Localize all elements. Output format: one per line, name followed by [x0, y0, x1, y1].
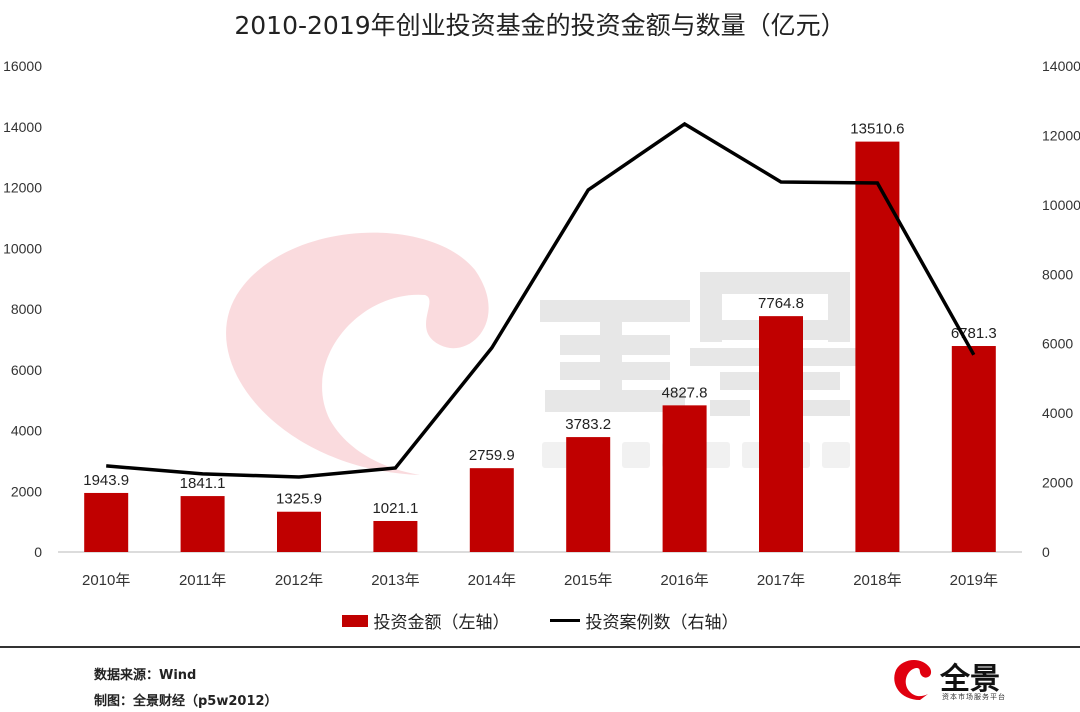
watermark-glyph-stroke [710, 400, 750, 416]
right-tick-label: 6000 [1042, 336, 1073, 352]
logo: 全景 资本市场服务平台 [890, 654, 1030, 706]
line-series [106, 121, 976, 479]
data-label: 1841.1 [180, 475, 226, 492]
legend-item-bar: 投资金额（左轴） [341, 608, 510, 633]
x-tick-label: 2016年 [660, 572, 708, 589]
x-tick-label: 2015年 [564, 572, 612, 589]
data-label: 2759.9 [469, 447, 515, 464]
bar [84, 492, 129, 552]
logo-swirl-icon [894, 659, 932, 700]
watermark-glyph-stroke [560, 362, 670, 380]
x-tick-label: 2011年 [179, 572, 226, 589]
data-label: 13510.6 [850, 121, 904, 138]
footer-divider [0, 646, 1080, 648]
left-tick-label: 2000 [11, 483, 42, 499]
bar [951, 346, 996, 552]
bar [373, 520, 418, 552]
bar [180, 496, 225, 552]
x-tick-label: 2012年 [275, 572, 323, 589]
legend-swatch-line [549, 619, 580, 622]
x-tick-label: 2014年 [468, 572, 516, 589]
data-label: 1325.9 [276, 491, 322, 508]
left-tick-label: 0 [34, 544, 42, 560]
chart-credit: 制图：全景财经（p5w2012） [94, 694, 278, 709]
watermark-subtext-glyph [542, 442, 570, 468]
data-source: 数据来源：Wind [94, 668, 197, 683]
chart-svg: 0 2000 4000 6000 8000 10000 12000 14000 16000 0 20… [3, 58, 1080, 589]
watermark-subtext-glyph [702, 442, 730, 468]
right-tick-label: 8000 [1042, 266, 1073, 282]
data-label: 4827.8 [662, 384, 708, 401]
logo-text: 全景 [940, 662, 1000, 697]
chart-title: 2010-2019年创业投资基金的投资金额与数量（亿元） [234, 11, 846, 40]
x-tick-label: 2019年 [950, 572, 998, 589]
right-tick-label: 12000 [1042, 127, 1080, 143]
watermark-glyph-stroke [700, 272, 850, 294]
logo-subtext: 资本市场服务平台 [942, 693, 1006, 701]
x-tick-label: 2010年 [82, 572, 130, 589]
bar [662, 405, 707, 552]
legend-swatch-bar [341, 614, 368, 627]
data-label: 7764.8 [758, 295, 804, 312]
bar [277, 511, 321, 552]
left-tick-label: 16000 [3, 58, 42, 74]
x-tick-label: 2017年 [757, 572, 805, 589]
bar [566, 437, 611, 552]
data-label: 3783.2 [565, 416, 611, 433]
left-tick-label: 4000 [11, 423, 42, 439]
bar [469, 468, 514, 552]
right-tick-label: 2000 [1042, 475, 1073, 491]
left-tick-label: 6000 [11, 362, 42, 378]
left-tick-label: 10000 [3, 240, 42, 256]
watermark-subtext-glyph [822, 442, 850, 468]
bar [855, 141, 900, 552]
x-tick-label: 2018年 [853, 572, 901, 589]
right-tick-label: 4000 [1042, 405, 1073, 421]
right-tick-label: 10000 [1042, 197, 1080, 213]
watermark-glyph-stroke [800, 400, 850, 416]
right-tick-label: 14000 [1042, 58, 1080, 74]
right-tick-label: 0 [1042, 544, 1050, 560]
left-tick-label: 8000 [11, 301, 42, 317]
watermark-glyph-stroke [545, 390, 685, 412]
legend-item-line: 投资案例数（右轴） [549, 608, 739, 633]
left-tick-label: 14000 [3, 119, 42, 135]
left-tick-label: 12000 [3, 180, 42, 196]
watermark-subtext-glyph [622, 442, 650, 468]
legend: 投资金额（左轴） 投资案例数（右轴） [0, 608, 1080, 633]
data-label: 1943.9 [83, 472, 129, 489]
data-label: 1021.1 [372, 500, 418, 517]
legend-label-line: 投资案例数（右轴） [585, 613, 739, 633]
bar [759, 316, 803, 552]
legend-label-bar: 投资金额（左轴） [373, 613, 510, 633]
watermark-swirl [226, 232, 489, 475]
watermark-glyph-stroke [600, 300, 622, 410]
x-tick-label: 2013年 [371, 572, 419, 589]
